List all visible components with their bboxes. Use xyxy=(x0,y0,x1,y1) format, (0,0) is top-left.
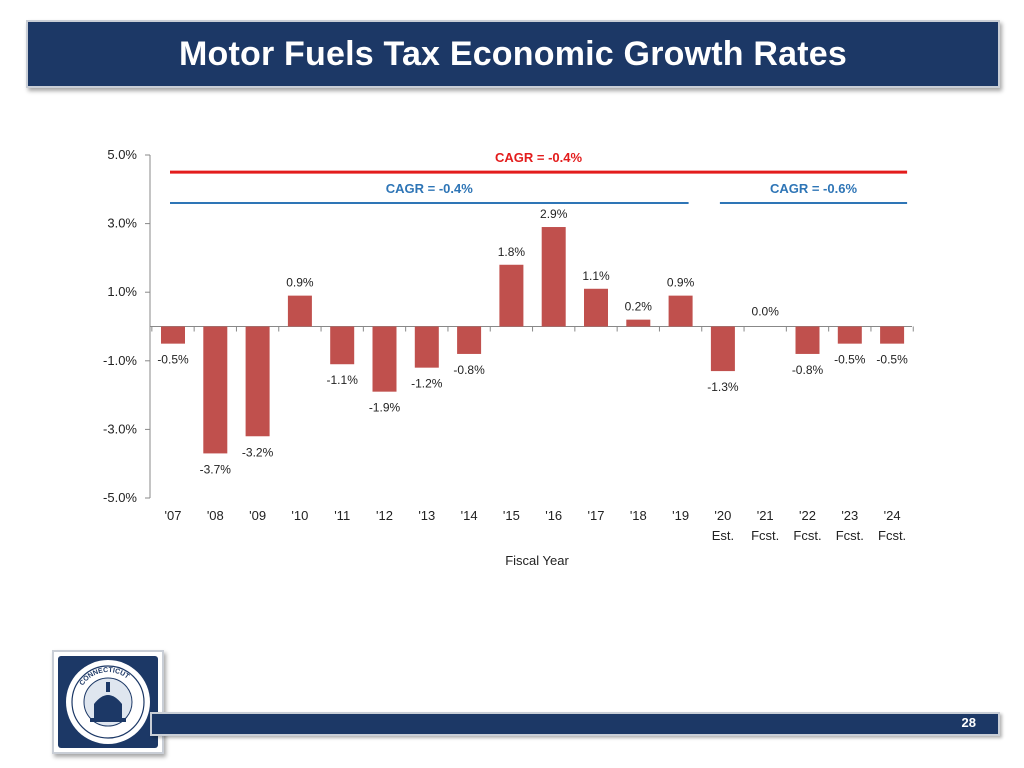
x-tick-label: '08 xyxy=(207,508,224,523)
y-tick-label: 5.0% xyxy=(107,147,137,162)
x-axis-title: Fiscal Year xyxy=(505,553,569,568)
x-tick-sublabel: Est. xyxy=(712,528,734,543)
bar xyxy=(499,264,524,327)
data-label: 0.9% xyxy=(286,276,314,290)
bar xyxy=(541,227,566,327)
x-tick-label: '23 xyxy=(841,508,858,523)
bar xyxy=(880,326,905,344)
data-label: 1.1% xyxy=(582,269,610,283)
data-label: -0.8% xyxy=(453,363,485,377)
bar xyxy=(245,326,270,437)
x-tick-label: '12 xyxy=(376,508,393,523)
seal-icon: CONNECTICUT xyxy=(66,660,150,744)
x-tick-label: '18 xyxy=(630,508,647,523)
x-tick-label: '13 xyxy=(418,508,435,523)
bar xyxy=(372,326,397,392)
data-label: 0.9% xyxy=(667,276,695,290)
bar xyxy=(161,326,185,344)
x-tick-label: '19 xyxy=(672,508,689,523)
bar xyxy=(330,326,355,365)
bar xyxy=(710,326,735,372)
bar xyxy=(203,326,228,454)
x-tick-label: '09 xyxy=(249,508,266,523)
data-label: 0.2% xyxy=(625,300,653,314)
bar xyxy=(287,295,312,327)
cagr-label: CAGR = -0.4% xyxy=(495,150,582,165)
data-label: -1.1% xyxy=(327,373,359,387)
x-tick-sublabel: Fcst. xyxy=(878,528,906,543)
bar xyxy=(837,326,862,344)
title-bar: Motor Fuels Tax Economic Growth Rates xyxy=(26,20,1000,88)
bar xyxy=(626,319,651,327)
data-label: -3.2% xyxy=(242,445,274,459)
x-tick-label: '07 xyxy=(165,508,182,523)
y-tick-label: 1.0% xyxy=(107,284,137,299)
data-label: 1.8% xyxy=(498,245,526,259)
data-label: -1.2% xyxy=(411,377,443,391)
x-tick-label: '15 xyxy=(503,508,520,523)
fuel-tax-growth-chart: 5.0% 3.0% 1.0% -1.0% -3.0% -5.0% -0.5% -3.7% -3.… xyxy=(103,147,914,568)
y-tick-label: 3.0% xyxy=(107,216,137,231)
x-tick-sublabel: Fcst. xyxy=(793,528,821,543)
bar xyxy=(584,288,608,327)
x-tick-label: '21 xyxy=(757,508,774,523)
x-tick-label: '16 xyxy=(545,508,562,523)
x-tick-sublabel: Fcst. xyxy=(751,528,779,543)
x-tick-label: '17 xyxy=(588,508,605,523)
data-label: -0.5% xyxy=(876,353,908,367)
x-tick-sublabel: Fcst. xyxy=(836,528,864,543)
bar xyxy=(457,326,482,354)
bar xyxy=(668,295,693,327)
x-tick-label: '20 xyxy=(714,508,731,523)
data-label: -1.3% xyxy=(707,380,739,394)
x-tick-label: '10 xyxy=(291,508,308,523)
slide-title: Motor Fuels Tax Economic Growth Rates xyxy=(179,34,847,73)
x-tick-label: '24 xyxy=(884,508,901,523)
data-label: 0.0% xyxy=(752,305,780,319)
y-tick-label: -5.0% xyxy=(103,490,137,505)
bar xyxy=(414,326,439,368)
cagr-label: CAGR = -0.6% xyxy=(770,181,857,196)
data-label: -0.5% xyxy=(157,353,189,367)
data-label: -1.9% xyxy=(369,401,401,415)
y-tick-label: -1.0% xyxy=(103,353,137,368)
data-label: -3.7% xyxy=(200,462,232,476)
bar xyxy=(795,326,820,354)
data-label: -0.5% xyxy=(834,353,866,367)
footer-bar: 28 xyxy=(150,712,1000,736)
logo-frame: CONNECTICUT xyxy=(52,650,164,754)
x-tick-label: '11 xyxy=(334,508,350,523)
data-label: -0.8% xyxy=(792,363,824,377)
x-tick-label: '14 xyxy=(461,508,478,523)
x-tick-label: '22 xyxy=(799,508,816,523)
data-label: 2.9% xyxy=(540,207,568,221)
cagr-label: CAGR = -0.4% xyxy=(386,181,473,196)
y-tick-label: -3.0% xyxy=(103,421,137,436)
page-number: 28 xyxy=(961,715,976,730)
